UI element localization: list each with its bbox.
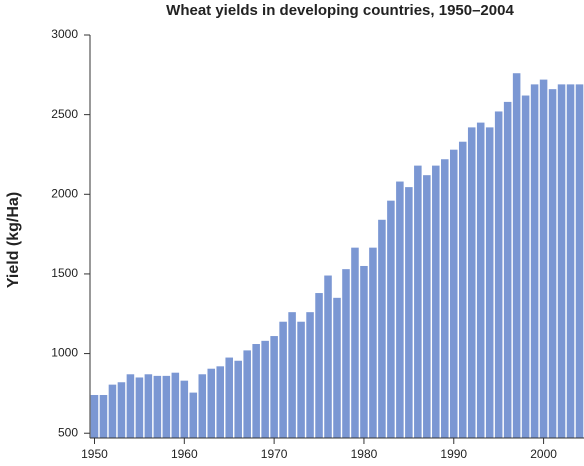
- x-tick-label: 1970: [261, 447, 288, 461]
- bar: [99, 394, 108, 438]
- x-tick-label: 1990: [440, 447, 467, 461]
- y-tick-label: 3000: [51, 27, 78, 41]
- bar: [315, 293, 323, 438]
- chart-title: Wheat yields in developing countries, 19…: [166, 2, 514, 19]
- bar: [485, 127, 494, 438]
- x-tick-label: 1950: [81, 447, 108, 461]
- bar: [423, 175, 431, 438]
- bar: [360, 265, 368, 438]
- bar: [234, 360, 242, 438]
- bar: [557, 84, 566, 438]
- bar: [153, 375, 162, 438]
- bar: [449, 149, 458, 438]
- bar: [396, 181, 404, 438]
- y-tick-label: 500: [58, 425, 78, 439]
- bar: [135, 377, 144, 438]
- bar: [566, 84, 575, 438]
- bar: [342, 269, 350, 438]
- bar: [548, 89, 557, 438]
- bar: [494, 111, 503, 438]
- bar: [512, 73, 521, 438]
- bar: [378, 219, 386, 438]
- bar: [405, 187, 413, 438]
- bar: [476, 122, 485, 438]
- bar: [126, 374, 135, 438]
- bar: [198, 374, 207, 438]
- bar: [458, 141, 467, 438]
- bar: [333, 297, 341, 438]
- bar: [306, 312, 314, 438]
- y-tick-label: 2000: [51, 186, 78, 200]
- bar: [144, 374, 153, 438]
- bar: [117, 382, 126, 438]
- x-tick-label: 1980: [351, 447, 378, 461]
- bar: [521, 95, 530, 438]
- bar: [225, 357, 233, 438]
- bar: [414, 165, 422, 438]
- bar: [369, 247, 377, 438]
- y-axis-label: Yield (kg/Ha): [5, 192, 22, 288]
- bar: [324, 275, 332, 438]
- bar: [261, 340, 269, 438]
- y-tick-label: 1500: [51, 266, 78, 280]
- bar: [503, 101, 512, 438]
- bar: [171, 372, 180, 438]
- bar: [530, 84, 539, 438]
- bar: [180, 380, 189, 438]
- bar: [270, 336, 278, 438]
- bar: [297, 321, 305, 438]
- bar: [539, 79, 548, 438]
- bar: [575, 84, 584, 438]
- y-tick-label: 1000: [51, 346, 78, 360]
- bar: [243, 350, 251, 438]
- bar: [252, 344, 260, 438]
- bar: [432, 165, 440, 438]
- bar: [207, 368, 216, 438]
- bar: [467, 127, 476, 438]
- x-tick-label: 1960: [171, 447, 198, 461]
- bar: [387, 200, 395, 438]
- bar: [279, 321, 287, 438]
- bar: [351, 247, 359, 438]
- bar: [108, 384, 117, 438]
- bar: [216, 366, 225, 438]
- bar: [288, 312, 296, 438]
- bar: [441, 159, 449, 438]
- bar: [90, 394, 99, 438]
- bar: [189, 392, 198, 438]
- x-tick-label: 2000: [530, 447, 557, 461]
- bar: [162, 375, 171, 438]
- y-tick-label: 2500: [51, 107, 78, 121]
